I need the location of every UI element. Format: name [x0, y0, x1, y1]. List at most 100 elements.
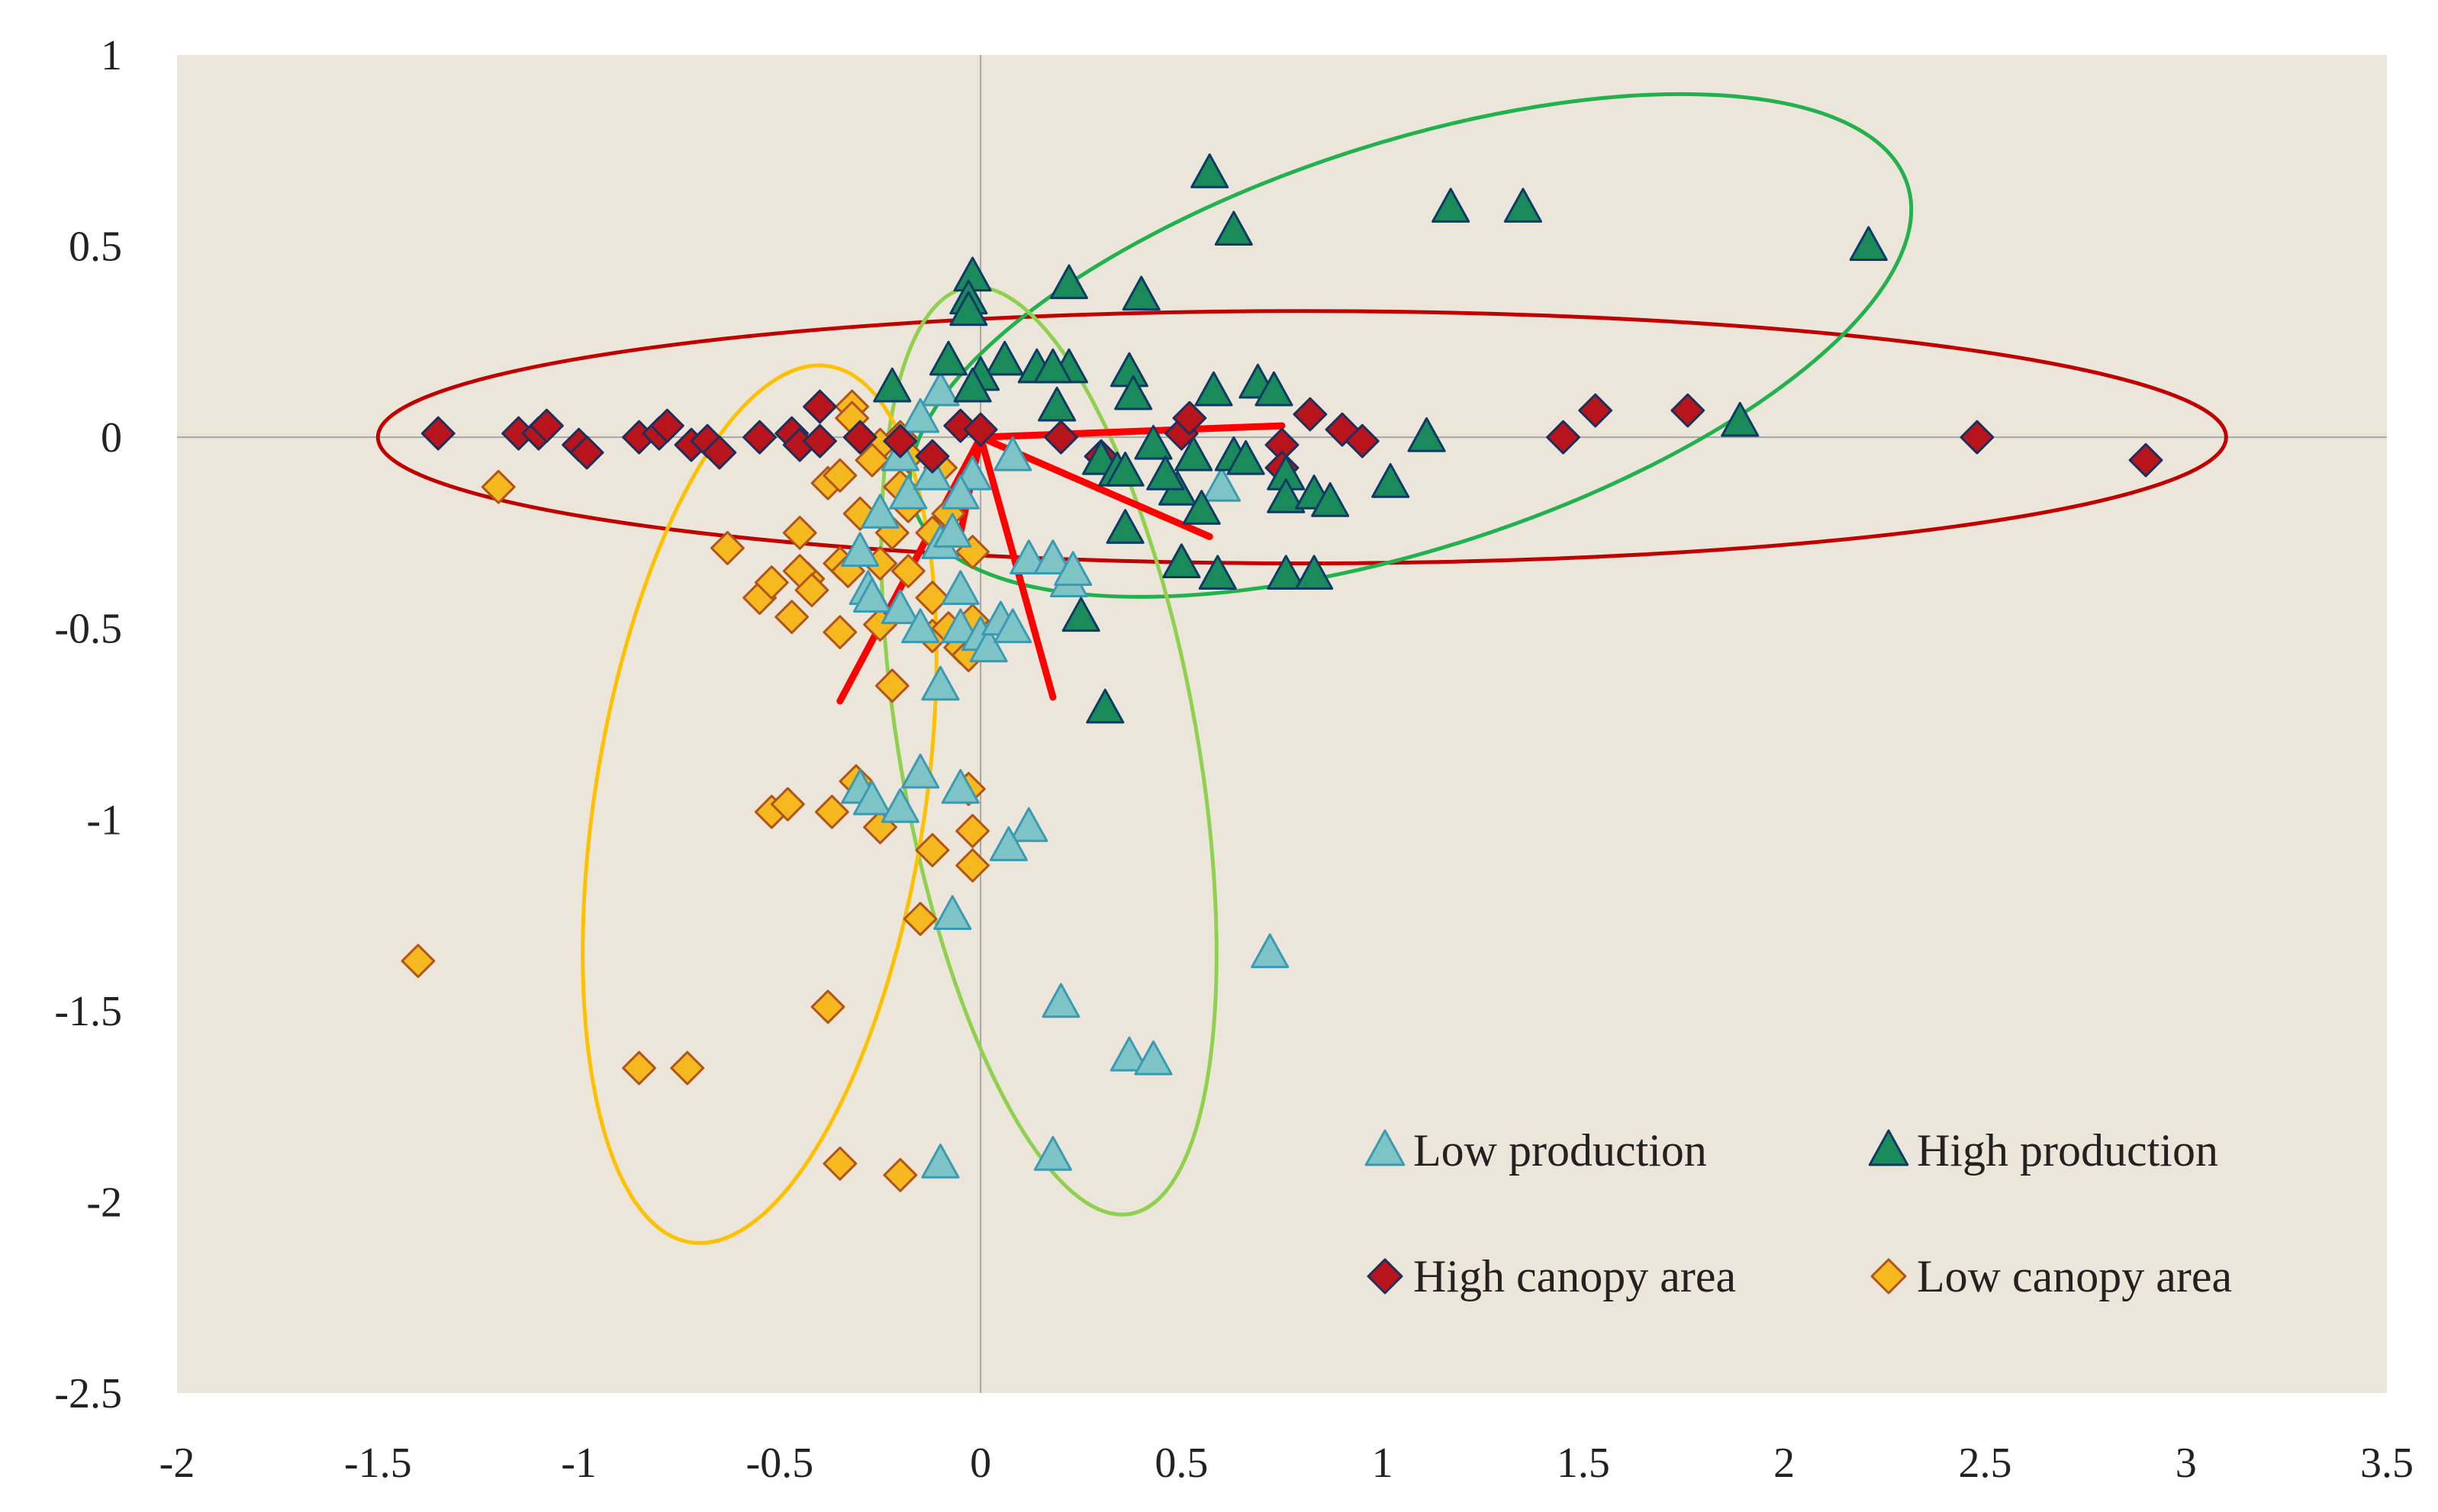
data-point — [670, 1050, 705, 1086]
data-point — [994, 608, 1032, 644]
data-point — [782, 516, 817, 550]
data-point — [1194, 371, 1233, 407]
series-1 — [873, 153, 1888, 724]
data-point — [754, 565, 789, 600]
data-point — [1371, 463, 1410, 498]
y-tick-label: -0.5 — [54, 606, 122, 653]
legend-label: High production — [1917, 1125, 2218, 1176]
data-point — [649, 408, 684, 443]
x-tick-label: -2 — [159, 1440, 195, 1487]
legend-label: High canopy area — [1413, 1251, 1736, 1301]
x-tick-label: 0.5 — [1155, 1440, 1208, 1487]
data-point — [941, 768, 980, 804]
data-point — [1033, 539, 1072, 574]
x-tick-label: 2.5 — [1958, 1440, 2011, 1487]
data-point — [881, 589, 919, 625]
x-tick-label: 2 — [1773, 1440, 1795, 1487]
data-point — [803, 389, 837, 424]
data-point — [1960, 420, 1995, 455]
data-point — [1190, 153, 1229, 188]
data-point — [823, 458, 858, 493]
y-tick-label: -1.5 — [54, 988, 122, 1035]
x-tick-label: 1 — [1372, 1440, 1393, 1487]
data-point — [874, 668, 910, 703]
data-point — [742, 420, 777, 455]
data-point — [921, 1144, 960, 1179]
data-point — [841, 532, 880, 567]
x-tick-label: -0.5 — [746, 1440, 813, 1487]
data-point — [1054, 551, 1093, 586]
y-tick-label: -2.5 — [54, 1370, 122, 1417]
data-point — [883, 1157, 918, 1192]
data-point — [530, 408, 564, 443]
legend-label: Low canopy area — [1917, 1251, 2232, 1301]
data-point — [915, 439, 950, 474]
data-point — [873, 367, 912, 403]
plot-area — [177, 55, 2387, 1393]
data-point — [929, 340, 968, 376]
data-point — [852, 780, 891, 816]
legend-marker — [1870, 1258, 1907, 1295]
data-point — [1106, 509, 1145, 544]
legend: Low production High production High canopy… — [1364, 1125, 2232, 1301]
data-point — [1311, 482, 1350, 517]
y-tick-label: 1 — [101, 32, 122, 79]
data-point — [803, 423, 837, 458]
x-tick-label: -1 — [561, 1440, 597, 1487]
x-tick-label: 3 — [2176, 1440, 2197, 1487]
legend-marker — [1367, 1258, 1403, 1295]
data-point — [810, 989, 845, 1025]
data-point — [994, 436, 1032, 471]
data-point — [1202, 467, 1242, 502]
data-point — [1010, 539, 1048, 574]
data-point — [1251, 933, 1290, 969]
y-tick-label: -1 — [86, 796, 122, 844]
data-point — [953, 367, 992, 403]
data-point — [1407, 417, 1446, 452]
data-point — [1086, 688, 1125, 724]
data-point — [941, 570, 980, 606]
data-point — [933, 895, 972, 931]
data-point — [969, 627, 1008, 663]
data-point — [989, 826, 1029, 861]
data-point — [823, 615, 858, 650]
data-point — [420, 416, 456, 451]
data-point — [1134, 1040, 1173, 1076]
data-point — [955, 813, 990, 848]
data-point — [401, 944, 436, 979]
data-point — [710, 531, 745, 565]
series-2 — [420, 389, 2163, 485]
data-point — [921, 665, 960, 701]
data-point — [1061, 597, 1100, 632]
data-point — [1214, 211, 1253, 246]
data-point — [861, 494, 900, 529]
data-point — [1172, 401, 1207, 436]
data-point — [794, 573, 829, 607]
data-point — [1546, 420, 1580, 455]
data-point — [1432, 188, 1470, 223]
y-tick-label: 0 — [101, 414, 122, 462]
data-point — [949, 291, 988, 327]
data-point — [775, 600, 810, 635]
data-point — [1182, 490, 1221, 525]
x-tick-label: 0 — [970, 1440, 991, 1487]
y-tick-label: -2 — [86, 1179, 122, 1226]
x-tick-label: -1.5 — [344, 1440, 412, 1487]
data-point — [622, 1050, 656, 1086]
x-axis-tick-labels: -2 -1.5 -1 -0.5 0 0.5 1 1.5 2 2.5 3 3.5 — [159, 1440, 2414, 1487]
data-point — [1670, 393, 1705, 428]
data-point — [881, 788, 919, 823]
data-point — [1174, 436, 1213, 471]
data-point — [883, 423, 918, 458]
data-point — [941, 608, 980, 644]
data-point — [915, 581, 950, 616]
legend-marker — [1868, 1129, 1909, 1166]
loading-vector — [977, 422, 1286, 441]
data-point — [1122, 275, 1161, 311]
data-point — [915, 832, 950, 867]
y-axis-tick-labels: 1 0.5 0 -0.5 -1 -1.5 -2 -2.5 — [54, 32, 122, 1417]
data-point — [1226, 439, 1265, 475]
data-point — [1721, 401, 1760, 437]
data-points — [401, 153, 2163, 1192]
